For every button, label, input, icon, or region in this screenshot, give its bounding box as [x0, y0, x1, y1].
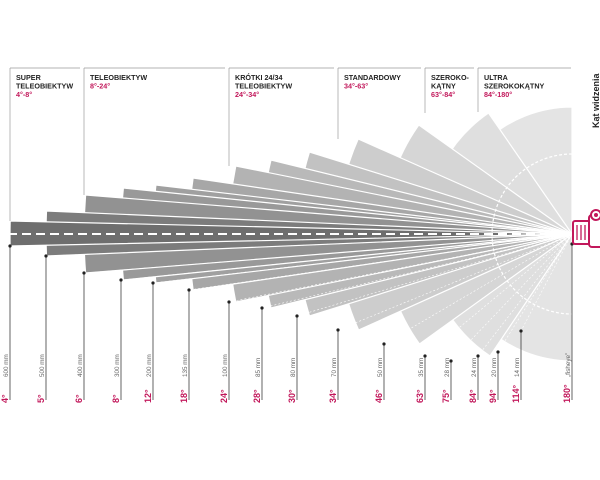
- focal-dot: [382, 342, 386, 346]
- view-angle-label: 6°: [74, 394, 84, 403]
- view-angle-label: 24°: [219, 389, 229, 403]
- category-title: SZEROKO-: [431, 73, 470, 82]
- category-title: TELEOBIEKTYW: [90, 73, 147, 82]
- focal-dot: [82, 271, 86, 275]
- focal-dot: [519, 329, 523, 333]
- view-angle-label: 84°: [468, 389, 478, 403]
- view-angle-label: 8°: [111, 394, 121, 403]
- focal-length-label: 24 mm: [471, 358, 478, 377]
- focal-length-label: 14 mm: [514, 358, 521, 377]
- view-angle-label: 180°: [562, 384, 572, 403]
- category-title: STANDARDOWY: [344, 73, 401, 82]
- category-range: 8°-24°: [90, 82, 110, 91]
- focal-length-label: 135 mm: [182, 354, 189, 377]
- category-range: 4°-8°: [16, 90, 32, 99]
- ray-line: [261, 233, 573, 309]
- focal-dot: [295, 314, 299, 318]
- focal-length-label: 28 mm: [444, 358, 451, 377]
- focal-dot: [336, 328, 340, 332]
- category-range: 63°-84°: [431, 90, 455, 99]
- focal-dot: [496, 350, 500, 354]
- ray-line: [83, 233, 573, 274]
- focal-droplines: [8, 242, 574, 400]
- view-angle-label: 12°: [143, 389, 153, 403]
- focal-dot: [151, 281, 155, 285]
- focal-length-label: 300 mm: [114, 354, 121, 377]
- category-range: 84°-180°: [484, 90, 512, 99]
- view-angle-label: 28°: [252, 389, 262, 403]
- category-brackets: [9, 67, 571, 221]
- side-label: Kąt widzenia: [591, 72, 600, 128]
- view-angle-label: 5°: [36, 394, 46, 403]
- view-angle-label: 30°: [287, 389, 297, 403]
- view-angle-label: 94°: [488, 389, 498, 403]
- focal-length-label: 80 mm: [290, 358, 297, 377]
- view-angle-label: 34°: [328, 389, 338, 403]
- focal-length-label: 20 mm: [491, 358, 498, 377]
- focal-length-label: 50 mm: [377, 358, 384, 377]
- view-angle-label: 18°: [179, 389, 189, 403]
- focal-dot: [8, 244, 12, 248]
- view-angle-label: 63°: [415, 389, 425, 403]
- category-title: KĄTNY: [431, 82, 456, 91]
- category-labels: SUPERTELEOBIEKTYW4°-8°TELEOBIEKTYW8°-24°…: [16, 73, 545, 99]
- category-title: TELEOBIEKTYW: [235, 82, 292, 91]
- category-title: KRÓTKI 24/34: [235, 73, 283, 82]
- focal-length-label: 70 mm: [331, 358, 338, 377]
- focal-dot: [449, 359, 453, 363]
- focal-dot: [260, 306, 264, 310]
- focal-length-label: 35 mm: [418, 358, 425, 377]
- view-angle-label: 75°: [441, 389, 451, 403]
- focal-dot: [423, 354, 427, 358]
- focal-length-label: 600 mm: [3, 354, 10, 377]
- focal-dot: [119, 278, 123, 282]
- ray-line: [188, 233, 573, 291]
- focal-dot: [187, 288, 191, 292]
- category-title: SUPER: [16, 73, 42, 82]
- category-title: SZEROKOKĄTNY: [484, 82, 545, 91]
- ray-line: [120, 233, 573, 281]
- focal-length-label: „fisheye”: [565, 353, 572, 377]
- lens-labels: 600 mm 4° 500 mm 5° 400 mm 6° 300 mm 8° 200 mm 12…: [0, 353, 572, 403]
- ray-line: [383, 233, 573, 345]
- view-angle-label: 114°: [511, 384, 521, 403]
- category-title: TELEOBIEKTYW: [16, 82, 73, 91]
- ray-line: [9, 233, 573, 247]
- view-angle-label: 4°: [0, 394, 10, 403]
- focal-dot: [476, 354, 480, 358]
- focal-length-label: 200 mm: [146, 354, 153, 377]
- focal-length-label: 100 mm: [222, 354, 229, 377]
- ray-line: [497, 233, 573, 353]
- category-range: 24°-34°: [235, 90, 259, 99]
- focal-length-label: 85 mm: [255, 358, 262, 377]
- ray-lines: [9, 233, 573, 362]
- ray-line: [450, 233, 573, 362]
- focal-length-label: 400 mm: [77, 354, 84, 377]
- ray-line: [477, 233, 573, 357]
- view-angle-label: 46°: [374, 389, 384, 403]
- category-title: ULTRA: [484, 73, 508, 82]
- focal-dot: [227, 300, 231, 304]
- focal-dot: [44, 254, 48, 258]
- camera-icon: [572, 209, 600, 248]
- category-range: 34°-63°: [344, 82, 368, 91]
- focal-length-label: 500 mm: [39, 354, 46, 377]
